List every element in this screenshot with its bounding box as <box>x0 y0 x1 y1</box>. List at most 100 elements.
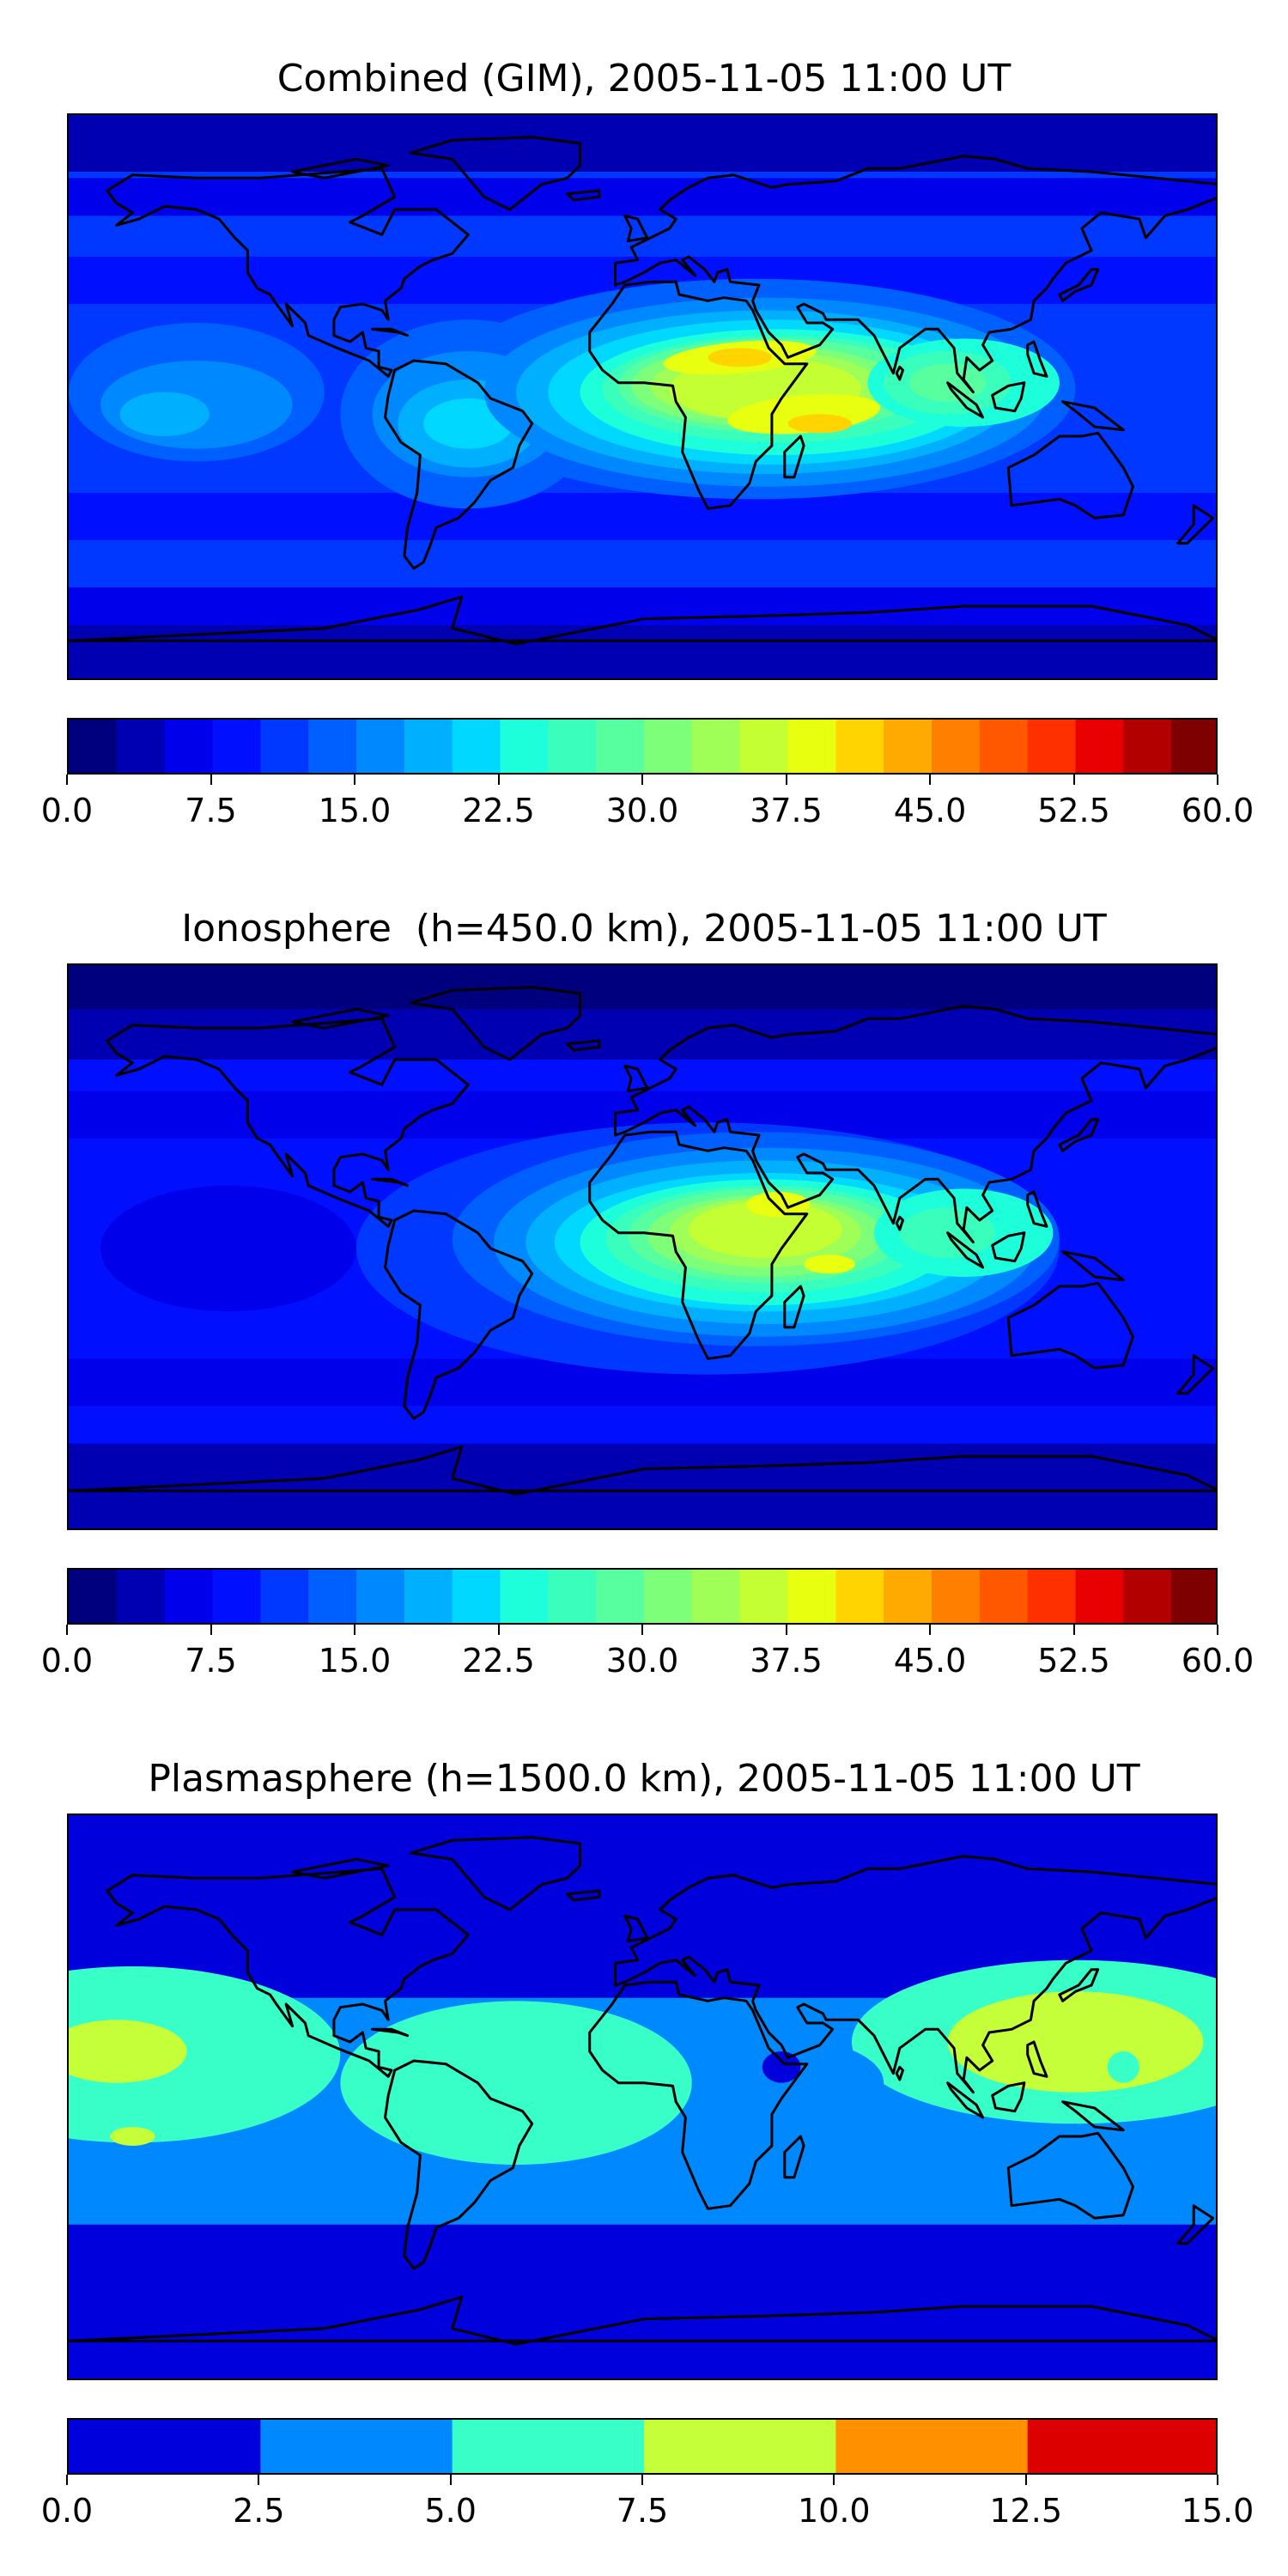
colorbar-swatch-0-3 <box>212 720 261 773</box>
colorbar-tick-label-1-0: 0.0 <box>40 1642 94 1680</box>
colorbar-tick-1-5 <box>785 1625 787 1635</box>
colorbar-tick-label-0-0: 0.0 <box>40 792 94 829</box>
colorbar-tick-1-3 <box>497 1625 500 1635</box>
colorbar-swatch-2-4 <box>835 2420 1029 2473</box>
colorbar-tick-label-1-3: 22.5 <box>462 1642 535 1680</box>
colorbar-swatch-1-1 <box>116 1570 166 1623</box>
colorbar-swatch-0-1 <box>116 720 166 773</box>
colorbar-swatch-1-10 <box>548 1570 597 1623</box>
colorbar-svg-combined <box>69 720 1216 773</box>
colorbar-tick-label-0-7: 52.5 <box>1037 792 1110 829</box>
colorbar-combined <box>67 718 1218 775</box>
colorbar-swatch-1-12 <box>644 1570 693 1623</box>
contour-region-combined-26 <box>69 178 1216 216</box>
chart-title-combined: Combined (GIM), 2005-11-05 11:00 UT <box>276 57 1012 100</box>
colorbar-ticks-combined: 0.0 7.5 15.0 22.5 30.0 37.5 45.0 52.5 60.0 <box>41 775 1254 829</box>
colorbar-tick-0-4 <box>641 775 643 785</box>
colorbar-tick-2-0 <box>66 2475 68 2485</box>
colorbar-swatch-1-15 <box>787 1570 836 1623</box>
colorbar-swatch-0-18 <box>932 720 981 773</box>
colorbar-tick-label-1-6: 45.0 <box>893 1642 967 1680</box>
colorbar-swatch-1-19 <box>979 1570 1029 1623</box>
colorbar-swatch-0-7 <box>404 720 453 773</box>
field-combined <box>69 115 1216 678</box>
colorbar-swatch-0-16 <box>835 720 884 773</box>
colorbar-ionosphere <box>67 1568 1218 1625</box>
contour-region-combined-22 <box>708 348 772 368</box>
contour-region-ionosphere-15 <box>804 1255 855 1274</box>
colorbar-svg-plasmasphere <box>69 2420 1216 2473</box>
coastline-path-0 <box>69 136 1216 646</box>
coastlines-ionosphere <box>69 986 1216 1496</box>
contour-region-plasmasphere-4 <box>69 2020 187 2083</box>
chart-title-plasmasphere: Plasmasphere (h=1500.0 km), 2005-11-05 1… <box>148 1757 1140 1801</box>
colorbar-tick-label-0-1: 7.5 <box>185 792 237 829</box>
colorbar-swatch-0-6 <box>356 720 405 773</box>
colorbar-tick-label-1-4: 30.0 <box>605 1642 679 1680</box>
colorbar-tick-2-2 <box>449 2475 452 2485</box>
map-combined <box>67 113 1218 680</box>
colorbar-tick-label-2-0: 0.0 <box>40 2492 94 2530</box>
coastlines-plasmasphere <box>69 1836 1216 2346</box>
contour-region-plasmasphere-5 <box>110 2127 155 2146</box>
colorbar-tick-2-5 <box>1024 2475 1027 2485</box>
map-ionosphere <box>67 963 1218 1530</box>
colorbar-swatch-1-4 <box>260 1570 309 1623</box>
colorbar-swatch-1-13 <box>691 1570 741 1623</box>
colorbar-tick-1-2 <box>354 1625 355 1635</box>
colorbar-swatch-0-9 <box>500 720 549 773</box>
coastlines-combined <box>69 136 1216 646</box>
colorbar-tick-label-2-5: 12.5 <box>989 2492 1062 2530</box>
colorbar-tick-label-2-1: 2.5 <box>233 2492 285 2530</box>
colorbar-swatch-2-5 <box>1027 2420 1216 2473</box>
colorbar-swatch-0-0 <box>69 720 118 773</box>
colorbar-tick-0-5 <box>785 775 787 785</box>
contour-region-plasmasphere-1 <box>69 1966 341 2143</box>
colorbar-swatch-1-14 <box>739 1570 789 1623</box>
colorbar-tick-1-6 <box>929 1625 931 1635</box>
colorbar-swatch-1-0 <box>69 1570 118 1623</box>
colorbar-swatch-2-3 <box>644 2420 836 2473</box>
colorbar-swatch-0-5 <box>308 720 357 773</box>
colorbar-tick-0-0 <box>66 775 68 785</box>
colorbar-swatch-1-2 <box>164 1570 214 1623</box>
colorbar-swatch-1-16 <box>835 1570 884 1623</box>
colorbar-swatch-1-5 <box>308 1570 357 1623</box>
colorbar-tick-1-0 <box>66 1625 68 1635</box>
colorbar-swatch-0-8 <box>452 720 501 773</box>
colorbar-swatch-1-6 <box>356 1570 405 1623</box>
colorbar-tick-0-3 <box>497 775 500 785</box>
colorbar-swatch-1-7 <box>404 1570 453 1623</box>
colorbar-tick-label-0-3: 22.5 <box>462 792 535 829</box>
colorbar-tick-1-4 <box>641 1625 643 1635</box>
colorbar-swatch-0-2 <box>164 720 214 773</box>
colorbar-tick-label-0-4: 30.0 <box>605 792 679 829</box>
colorbar-swatch-0-4 <box>260 720 309 773</box>
colorbar-tick-label-0-6: 45.0 <box>893 792 967 829</box>
colorbar-tick-1-8 <box>1217 1625 1218 1635</box>
colorbar-ticks-plasmasphere: 0.0 2.5 5.0 7.5 10.0 12.5 15.0 <box>41 2475 1254 2530</box>
contour-region-combined-29 <box>69 625 1216 678</box>
map-plasmasphere <box>67 1814 1218 2380</box>
colorbar-tick-label-1-2: 15.0 <box>318 1642 392 1680</box>
contour-region-ionosphere-14 <box>746 1192 811 1218</box>
colorbar-swatch-0-12 <box>644 720 693 773</box>
colorbar-swatch-1-9 <box>500 1570 549 1623</box>
contour-region-combined-27 <box>69 115 1216 172</box>
contour-region-plasmasphere-6 <box>947 1991 1204 2093</box>
colorbar-tick-0-8 <box>1217 775 1218 785</box>
colorbar-tick-label-2-6: 15.0 <box>1181 2492 1255 2530</box>
contour-region-plasmasphere-2 <box>340 2001 692 2165</box>
colorbar-tick-2-1 <box>258 2475 260 2485</box>
field-plasmasphere <box>69 1959 1216 2225</box>
chart-title-ionosphere: Ionosphere (h=450.0 km), 2005-11-05 11:0… <box>181 907 1107 951</box>
colorbar-tick-label-0-5: 37.5 <box>750 792 823 829</box>
contour-region-plasmasphere-8 <box>691 2038 884 2127</box>
colorbar-swatch-2-0 <box>69 2420 261 2473</box>
map-svg-plasmasphere <box>69 1815 1216 2379</box>
colorbar-swatch-2-1 <box>260 2420 453 2473</box>
colorbar-tick-label-1-8: 60.0 <box>1181 1642 1255 1680</box>
colorbar-tick-0-2 <box>354 775 355 785</box>
colorbar-tick-1-1 <box>210 1625 212 1635</box>
contour-region-plasmasphere-7 <box>1107 2051 1139 2083</box>
